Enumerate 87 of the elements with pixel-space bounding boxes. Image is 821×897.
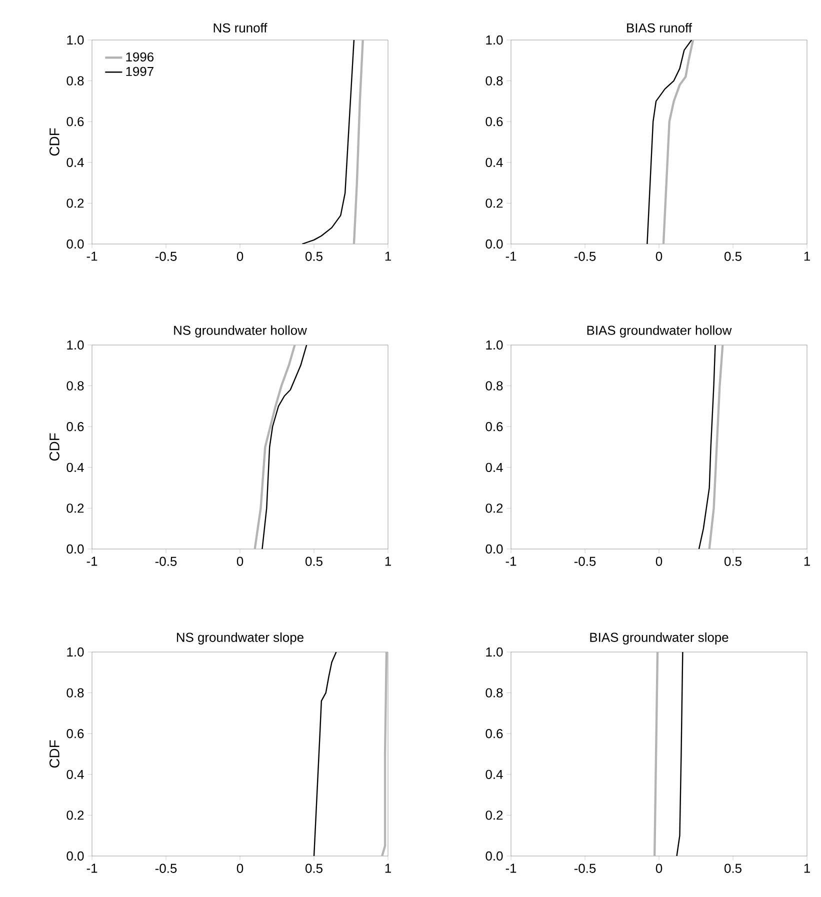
chart-title: BIAS runoff <box>627 22 692 32</box>
y-tick-label: 0.6 <box>66 729 84 738</box>
y-tick-label: 1.0 <box>67 35 84 45</box>
y-tick-label: 1.0 <box>486 35 503 45</box>
line-series <box>662 40 694 244</box>
x-tick-label: -0.5 <box>574 864 596 873</box>
x-tick-label: 1 <box>804 252 810 261</box>
x-tick-label: -0.5 <box>155 864 177 873</box>
y-tick-label: 0.6 <box>66 422 84 432</box>
legend-label: 1997 <box>126 66 154 76</box>
y-tick-label: 0.0 <box>66 544 84 554</box>
y-tick-label: 0.8 <box>66 381 84 390</box>
y-tick-label: 1.0 <box>67 340 84 350</box>
x-tick-label: 0 <box>656 864 662 873</box>
x-tick-label: -1 <box>86 864 98 873</box>
chart-title: BIAS groundwater slope <box>590 632 728 645</box>
x-tick-label: 0 <box>656 252 662 261</box>
y-tick-label: 0.8 <box>66 76 84 86</box>
x-tick-label: 0.5 <box>306 556 322 566</box>
x-tick-label: -0.5 <box>574 252 596 261</box>
line-series <box>313 652 337 856</box>
y-tick-label: 0.6 <box>486 117 503 126</box>
line-series <box>698 345 716 550</box>
x-tick-label: 0 <box>236 864 244 873</box>
y-tick-label: 0.8 <box>66 688 84 698</box>
x-tick-label: 1 <box>385 252 391 261</box>
y-tick-label: 0.0 <box>66 239 84 249</box>
x-tick-label: -1 <box>506 252 516 261</box>
y-tick-label: 0.4 <box>486 158 503 167</box>
y-tick-label: 0.6 <box>66 117 84 126</box>
y-tick-label: 0.2 <box>66 504 84 513</box>
x-tick-label: -0.5 <box>574 556 596 566</box>
x-tick-label: 0.5 <box>724 252 742 261</box>
y-tick-label: 0.4 <box>486 770 503 779</box>
y-tick-label: 0.4 <box>66 462 84 472</box>
chart-title: NS runoff <box>214 22 268 32</box>
y-tick-label: 0.6 <box>486 729 503 738</box>
y-tick-label: 1.0 <box>486 340 503 350</box>
line-series <box>262 345 308 550</box>
y-tick-label: 0.8 <box>486 76 503 86</box>
x-tick-label: 0 <box>656 556 662 566</box>
x-tick-label: -0.5 <box>155 556 177 566</box>
y-tick-label: 0.2 <box>486 198 503 208</box>
x-tick-label: -1 <box>506 864 516 873</box>
line-series <box>254 345 296 550</box>
chart-title: BIAS groundwater hollow <box>587 325 732 338</box>
line-series <box>708 345 724 550</box>
y-tick-label: 0.8 <box>486 688 503 698</box>
y-tick-label: 0.2 <box>66 198 84 208</box>
y-tick-label: 0.0 <box>486 851 503 861</box>
y-tick-label: 0.2 <box>66 810 84 820</box>
y-tick-label: 0.2 <box>486 504 503 513</box>
line-series <box>352 40 364 244</box>
y-tick-label: 0.0 <box>486 239 503 249</box>
y-tick-label: 0.0 <box>486 544 503 554</box>
x-tick-label: 0 <box>236 252 244 261</box>
chart-title: NS groundwater slope <box>176 632 304 645</box>
y-tick-label: 0.6 <box>486 422 503 432</box>
x-tick-label: 1 <box>385 864 391 873</box>
y-axis-title: CDF <box>50 740 60 768</box>
y-axis-title: CDF <box>50 128 60 156</box>
line-series <box>646 40 692 244</box>
x-tick-label: 0.5 <box>724 556 742 566</box>
y-tick-label: 0.4 <box>66 158 84 167</box>
y-tick-label: 0.2 <box>486 810 503 820</box>
chart-title: NS groundwater hollow <box>174 325 307 338</box>
x-tick-label: -0.5 <box>155 252 177 261</box>
y-axis-title: CDF <box>50 433 60 461</box>
x-tick-label: -1 <box>506 556 516 566</box>
x-tick-label: 1 <box>804 864 810 873</box>
x-tick-label: 1 <box>804 556 810 566</box>
y-tick-label: 1.0 <box>67 647 84 657</box>
y-tick-label: 0.4 <box>66 770 84 779</box>
y-tick-label: 0.4 <box>486 462 503 472</box>
x-tick-label: 0.5 <box>306 252 322 261</box>
y-tick-label: 0.0 <box>66 851 84 861</box>
y-tick-label: 0.8 <box>486 381 503 390</box>
x-tick-label: 0.5 <box>724 864 742 873</box>
x-tick-label: 0 <box>236 556 244 566</box>
x-tick-label: -1 <box>86 556 98 566</box>
y-tick-label: 1.0 <box>486 647 503 657</box>
line-series <box>380 652 388 856</box>
line-series <box>676 652 684 856</box>
legend-label: 1996 <box>126 52 154 62</box>
x-tick-label: 1 <box>385 556 391 566</box>
x-tick-label: 0.5 <box>306 864 322 873</box>
x-tick-label: -1 <box>86 252 98 261</box>
